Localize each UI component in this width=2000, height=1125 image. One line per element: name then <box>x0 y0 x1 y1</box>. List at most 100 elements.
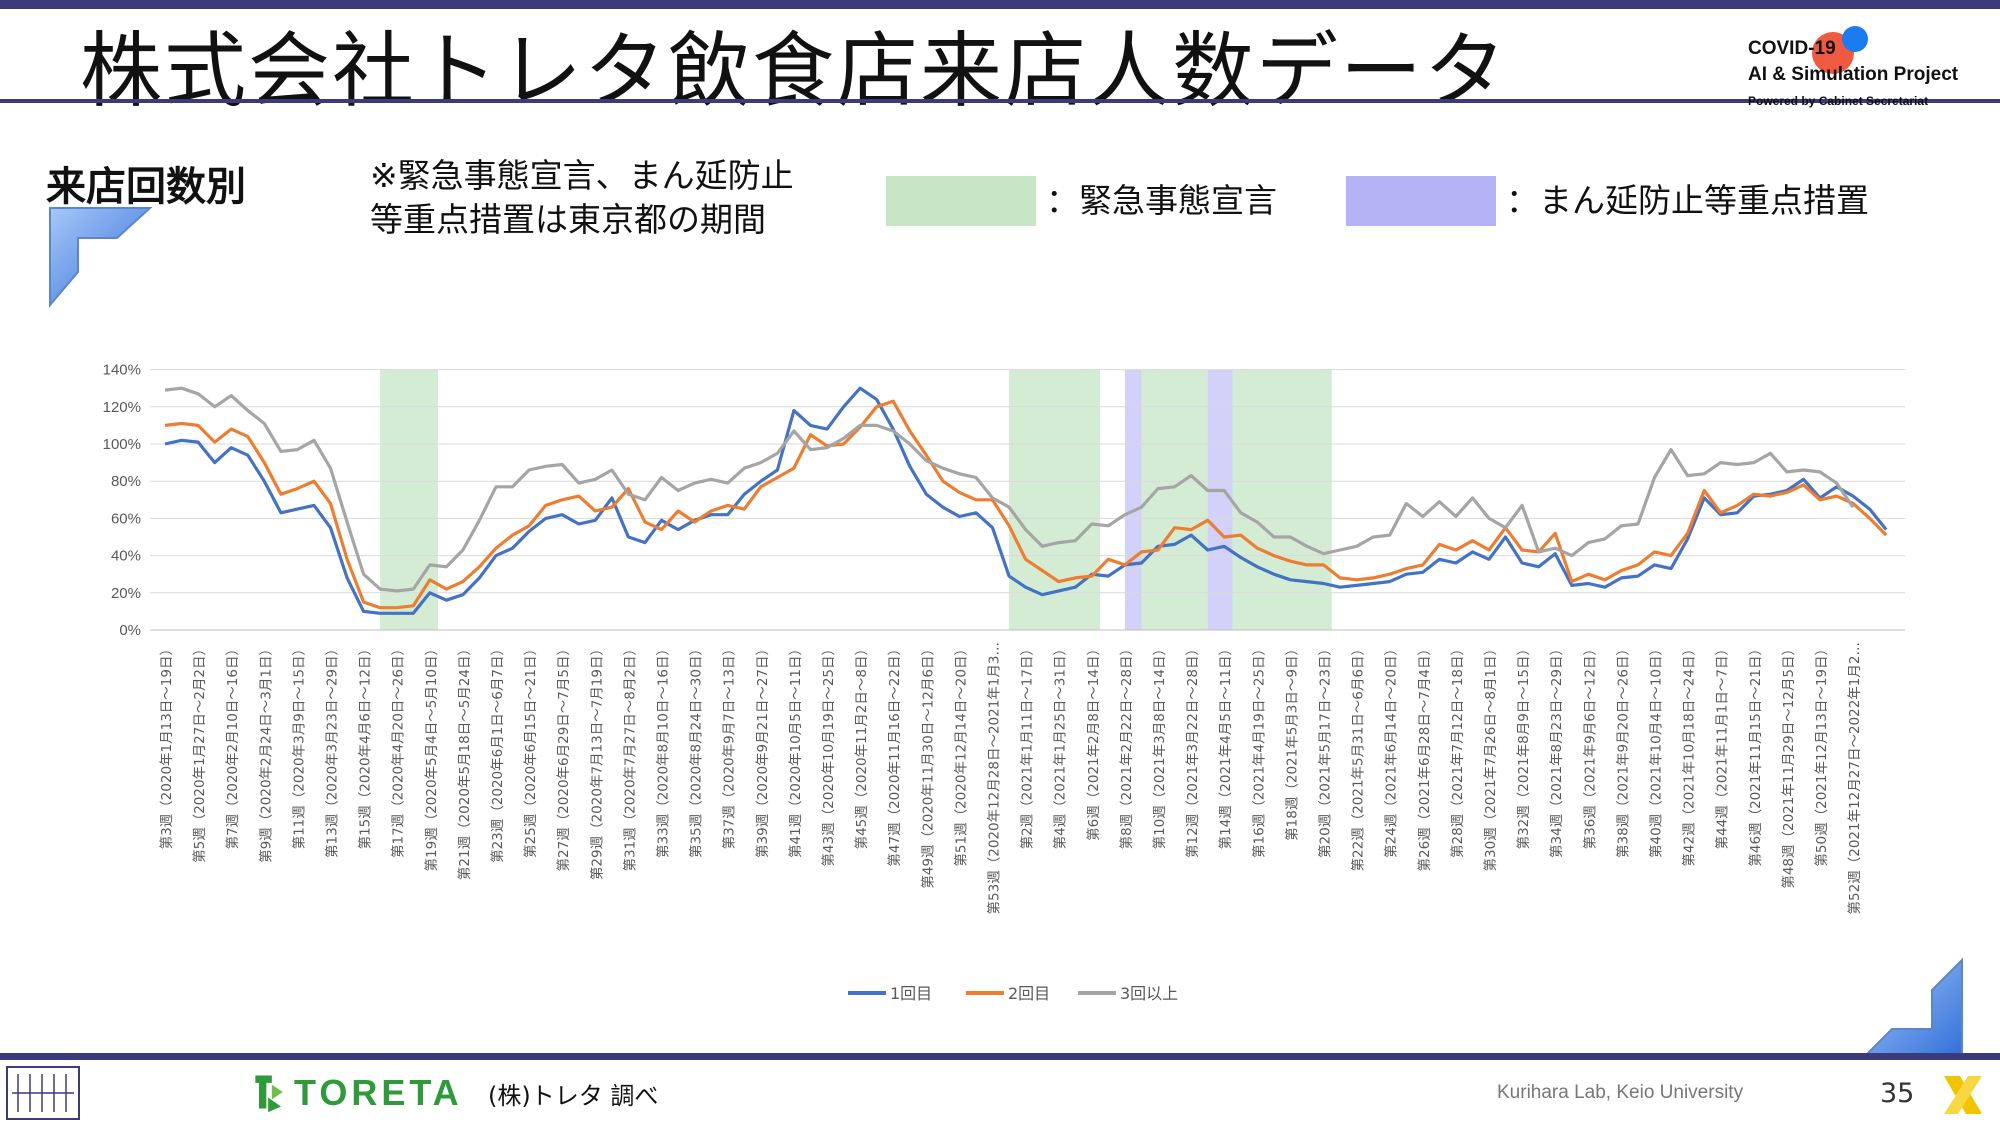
y-tick-label: 80% <box>111 473 141 490</box>
shaded-period-4 <box>1207 369 1233 630</box>
chart-subtitle: 来店回数別 <box>46 164 246 210</box>
corner-decoration-bottom-icon <box>1859 957 1963 1060</box>
x-tick-label: 第49週（2020年11月30日～12月6日） <box>919 642 936 889</box>
page-title: 株式会社トレタ飲食店来店人数データ <box>80 24 1509 119</box>
page-number: 35 <box>1880 1078 1915 1109</box>
series-line-1 <box>164 399 1888 610</box>
series-line-0 <box>164 386 1888 615</box>
x-tick-label: 第7週（2020年2月10日～16日） <box>224 642 241 849</box>
x-tick-label: 第40週（2021年10月4日～10日） <box>1648 642 1665 858</box>
x-tick-label: 第26週（2021年6月28日～7月4日） <box>1416 642 1433 871</box>
lab-credit: Kurihara Lab, Keio University <box>1497 1082 1744 1103</box>
period-note-line2: 等重点措置は東京都の期間 <box>370 200 766 239</box>
x-tick-label: 第23週（2020年6月1日～6月7日） <box>489 642 506 863</box>
x-tick-label: 第50週（2021年12月13日～19日） <box>1813 642 1830 867</box>
x-tick-label: 第12週（2021年3月22日～28日） <box>1184 642 1201 858</box>
toreta-logo-icon <box>255 1075 283 1113</box>
series-legend: 1回目 2回目 3回以上 <box>848 984 1178 1003</box>
shaded-period-2 <box>1124 369 1142 630</box>
x-axis-labels: 第3週（2020年1月13日～19日） 第5週（2020年1月27日～2月2日） 第… <box>158 642 1863 914</box>
y-tick-label: 0% <box>119 622 141 639</box>
series-line-2 <box>164 386 1855 593</box>
y-tick-label: 40% <box>111 548 141 565</box>
x-tick-label: 第41週（2020年10月5日～11日） <box>787 642 804 858</box>
x-tick-label: 第33週（2020年8月10日～16日） <box>655 642 672 858</box>
y-tick-label: 60% <box>111 510 141 527</box>
x-tick-label: 第53週（2020年12月28日～2021年1月3… <box>986 642 1003 914</box>
toreta-brand: TORETA <box>294 1072 463 1113</box>
y-tick-label: 140% <box>103 362 141 379</box>
keio-lab-logo-icon <box>6 1066 80 1120</box>
x-tick-label: 第5週（2020年1月27日～2月2日） <box>191 642 208 863</box>
x-tick-label: 第34週（2021年8月23日～29日） <box>1548 642 1565 858</box>
x-tick-label: 第42週（2021年10月18日～24日） <box>1681 642 1698 867</box>
x-tick-label: 第9週（2020年2月24日～3月1日） <box>257 642 274 863</box>
shaded-periods <box>380 369 1332 630</box>
x-tick-label: 第24週（2021年6月14日～20日） <box>1383 642 1400 858</box>
x-tick-label: 第46週（2021年11月15日～21日） <box>1747 642 1764 867</box>
emergency-swatch <box>886 176 1036 226</box>
legend-label-1: 2回目 <box>1008 984 1050 1003</box>
x-tick-label: 第11週（2020年3月9日～15日） <box>290 642 307 849</box>
x-tick-label: 第13週（2020年3月23日～29日） <box>324 642 341 858</box>
x-tick-label: 第3週（2020年1月13日～19日） <box>158 642 175 849</box>
gridlines <box>150 369 1905 631</box>
x-tick-label: 第20週（2021年5月17日～23日） <box>1317 642 1334 858</box>
y-tick-label: 20% <box>111 585 141 602</box>
x-tick-label: 第19週（2020年5月4日～5月10日） <box>423 642 440 871</box>
title-underline <box>0 99 2000 103</box>
x-tick-label: 第51週（2020年12月14日～20日） <box>952 642 969 867</box>
legend-label-2: 3回以上 <box>1120 984 1178 1003</box>
y-tick-label: 100% <box>103 436 141 453</box>
x-tick-label: 第8週（2021年2月22日～28日） <box>1118 642 1135 849</box>
x-tick-label: 第35週（2020年8月24日～30日） <box>688 642 705 858</box>
x-tick-label: 第10週（2021年3月8日～14日） <box>1151 642 1168 849</box>
x-tick-label: 第6週（2021年2月8日～14日） <box>1085 642 1102 841</box>
shaded-period-5 <box>1232 369 1332 630</box>
shaded-period-0 <box>380 369 439 630</box>
x-tick-label: 第16週（2021年4月19日～25日） <box>1250 642 1267 858</box>
footer-bar <box>0 1053 2000 1060</box>
x-tick-label: 第25週（2020年6月15日～21日） <box>522 642 539 858</box>
priority-swatch <box>1346 176 1496 226</box>
x-tick-label: 第31週（2020年7月27日～8月2日） <box>621 642 638 871</box>
x-tick-label: 第29週（2020年7月13日～7月19日） <box>588 642 605 880</box>
legend-label-0: 1回目 <box>890 984 932 1003</box>
x-tick-label: 第4週（2021年1月25日～31日） <box>1052 642 1069 849</box>
x-tick-label: 第18週（2021年5月3日～9日） <box>1283 642 1300 841</box>
corner-decoration-top-icon <box>49 207 153 308</box>
x-tick-label: 第21週（2020年5月18日～5月24日） <box>456 642 473 880</box>
data-credit: (株)トレタ 調べ <box>488 1082 659 1110</box>
x-tick-label: 第38週（2021年9月20日～26日） <box>1614 642 1631 858</box>
period-note-line1: ※緊急事態宣言、まん延防止 <box>370 156 794 195</box>
x-tick-label: 第52週（2021年12月27日～2022年1月2… <box>1846 642 1863 914</box>
x-tick-label: 第36週（2021年9月6日～12日） <box>1581 642 1598 849</box>
shaded-period-3 <box>1141 369 1208 630</box>
x-tick-label: 第32週（2021年8月9日～15日） <box>1515 642 1532 849</box>
logo-line1: COVID-19 <box>1748 38 1836 59</box>
x-tick-label: 第17週（2020年4月20日～26日） <box>390 642 407 858</box>
x-tick-label: 第28週（2021年7月12日～18日） <box>1449 642 1466 858</box>
x-tick-label: 第44週（2021年11月1日～7日） <box>1714 642 1731 849</box>
emergency-legend-label: ：緊急事態宣言 <box>1046 181 1277 220</box>
top-accent-bar <box>0 0 2000 9</box>
x-tick-label: 第43週（2020年10月19日～25日） <box>820 642 837 867</box>
y-axis-ticks: 0% 20% 40% 60% 80% 100% 120% 140% <box>103 362 141 639</box>
logo-blue-dot-icon <box>1842 26 1868 52</box>
x-tick-label: 第14週（2021年4月5日～11日） <box>1217 642 1234 849</box>
period-note: ※緊急事態宣言、まん延防止 等重点措置は東京都の期間 <box>370 154 794 242</box>
x-tick-label: 第22週（2021年5月31日～6月6日） <box>1350 642 1367 871</box>
x-tick-label: 第27週（2020年6月29日～7月5日） <box>555 642 572 871</box>
x-tick-label: 第39週（2020年9月21日～27日） <box>754 642 771 858</box>
logo-line2: AI & Simulation Project <box>1748 64 1959 85</box>
x-tick-label: 第45週（2020年11月2日～8日） <box>853 642 870 849</box>
project-x-logo-icon <box>1944 1076 1982 1114</box>
y-tick-label: 120% <box>103 399 141 416</box>
x-tick-label: 第15週（2020年4月6日～12日） <box>357 642 374 849</box>
x-tick-label: 第47週（2020年11月16日～22日） <box>886 642 903 867</box>
x-tick-label: 第48週（2021年11月29日～12月5日） <box>1780 642 1797 889</box>
x-tick-label: 第30週（2021年7月26日～8月1日） <box>1482 642 1499 871</box>
logo-line3: Powered by Cabinet Secretariat <box>1748 94 1929 108</box>
x-tick-label: 第2週（2021年1月11日～17日） <box>1019 642 1036 849</box>
